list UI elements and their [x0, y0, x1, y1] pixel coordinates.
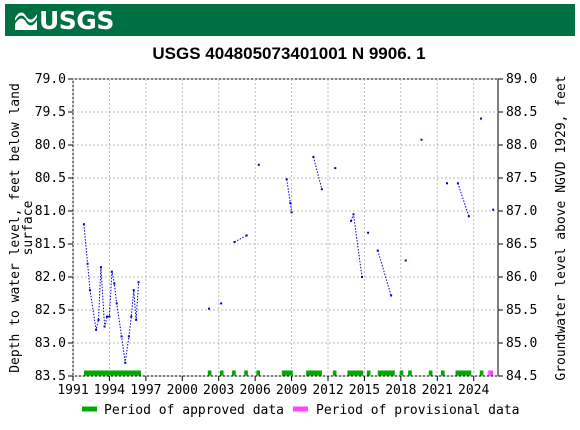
y-axis-right: 89.0 88.5 88.0 87.5 87.0 86.5 86.0 85.5 85.0 84.5 — [498, 72, 537, 384]
x-axis: 1991 1994 1997 2000 2003 2006 2009 2012 2015 2018… — [57, 376, 490, 398]
y-tick-label-right: 84.5 — [506, 369, 537, 384]
y-axis-right-label: Groundwater level above NGVD 1929, feet — [554, 75, 569, 380]
data-point — [135, 318, 138, 321]
y-axis-left-label-line2: surface — [21, 200, 36, 255]
x-tick-label: 2006 — [239, 383, 270, 398]
x-tick-label: 2012 — [312, 383, 343, 398]
series-connector-line — [377, 250, 392, 296]
x-tick-label: 2003 — [203, 383, 234, 398]
y-tick-label-right: 87.5 — [506, 171, 537, 186]
usgs-wave-icon — [15, 12, 37, 30]
y-tick-label-right: 85.5 — [506, 303, 537, 318]
data-point — [95, 328, 98, 331]
data-point — [480, 117, 482, 120]
data-point — [404, 259, 407, 262]
x-tick-label: 1994 — [94, 383, 125, 398]
data-point — [376, 249, 379, 252]
y-axis-left: 79.0 79.5 80.0 80.5 81.0 81.5 82.0 82.5 83.0 83.5 — [35, 72, 73, 384]
data-point — [334, 167, 337, 170]
plot-area — [72, 78, 499, 377]
y-axis-left-label-line1: Depth to water level, feet below land — [8, 83, 23, 373]
data-point — [492, 208, 495, 211]
chart-title: USGS 404805073401001 N 9906. 1 — [152, 44, 425, 63]
grid-lines — [72, 78, 498, 377]
y-tick-label-right: 89.0 — [506, 72, 537, 87]
data-point — [467, 215, 470, 218]
x-tick-label: 2021 — [422, 383, 453, 398]
y-tick-label-left: 82.5 — [35, 303, 66, 318]
y-tick-label-left: 80.0 — [35, 138, 66, 153]
data-point — [137, 281, 140, 284]
data-point — [115, 302, 118, 305]
data-point — [82, 223, 85, 226]
x-tick-label: 1997 — [130, 383, 161, 398]
legend: Period of approved data Period of provis… — [82, 403, 520, 418]
data-point — [390, 294, 393, 297]
x-tick-label: 2024 — [458, 383, 489, 398]
data-point — [220, 302, 223, 305]
x-tick-label: 2009 — [276, 383, 307, 398]
y-tick-label-left: 83.5 — [35, 369, 66, 384]
data-point — [113, 282, 116, 285]
x-tick-label: 2000 — [167, 383, 198, 398]
data-point — [132, 289, 135, 292]
data-point — [446, 182, 448, 185]
data-point — [110, 270, 113, 273]
data-point — [352, 213, 355, 216]
y-tick-label-right: 86.0 — [506, 270, 537, 285]
data-point — [106, 315, 108, 318]
usgs-header-bar: USGS — [5, 4, 575, 36]
data-point — [120, 335, 123, 338]
data-point — [208, 307, 210, 310]
x-tick-label: 2015 — [349, 383, 380, 398]
y-tick-label-left: 82.0 — [35, 270, 66, 285]
data-point — [108, 315, 111, 318]
data-point — [97, 318, 100, 321]
y-tick-label-right: 86.5 — [506, 237, 537, 252]
data-point — [361, 276, 363, 278]
data-point — [89, 289, 91, 292]
data-point — [124, 361, 127, 364]
data-point — [86, 262, 89, 265]
y-tick-label-left: 79.0 — [35, 72, 66, 87]
y-tick-label-right: 87.0 — [506, 204, 537, 219]
y-tick-label-left: 79.5 — [35, 105, 66, 120]
data-point — [257, 163, 260, 166]
x-tick-label: 1991 — [57, 383, 88, 398]
series-connector-line — [234, 234, 247, 243]
y-tick-label-right: 88.5 — [506, 105, 537, 120]
series-connector-line — [312, 156, 323, 190]
y-tick-label-left: 83.0 — [35, 336, 66, 351]
data-point — [127, 335, 130, 338]
data-point — [289, 202, 292, 205]
data-point — [312, 155, 315, 158]
y-tick-label-left: 80.5 — [35, 171, 66, 186]
legend-provisional-label: Period of provisional data — [316, 403, 520, 418]
data-point — [285, 178, 288, 181]
data-point — [367, 231, 370, 234]
data-point — [320, 188, 323, 191]
data-point — [290, 211, 293, 214]
data-point — [420, 138, 423, 141]
usgs-logo-text: USGS — [39, 6, 114, 35]
y-tick-label-left: 81.0 — [35, 204, 66, 219]
y-tick-label-left: 81.5 — [35, 237, 66, 252]
data-point — [103, 325, 106, 328]
data-point — [233, 241, 236, 244]
legend-approved-label: Period of approved data — [104, 403, 284, 418]
x-tick-label: 2018 — [385, 383, 416, 398]
data-point — [456, 182, 459, 185]
data-point — [130, 315, 133, 318]
y-tick-label-right: 85.0 — [506, 336, 537, 351]
water-level-series — [82, 117, 495, 364]
y-tick-label-right: 88.0 — [506, 138, 537, 153]
data-point — [350, 219, 353, 222]
data-point — [245, 234, 248, 237]
data-point — [99, 266, 102, 269]
